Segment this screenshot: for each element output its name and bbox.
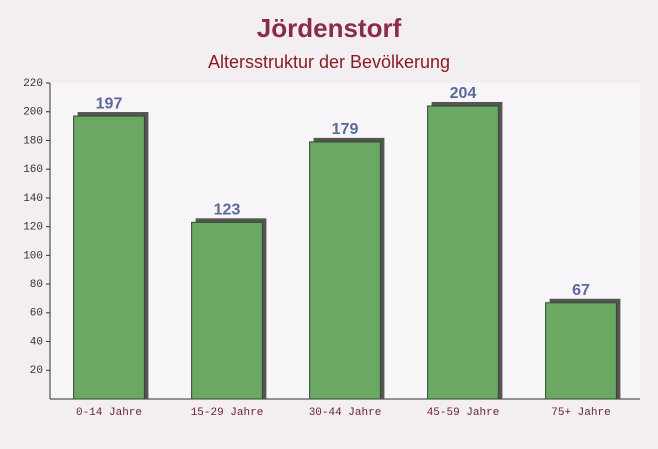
- y-tick-label: 200: [23, 107, 43, 119]
- value-label: 204: [450, 85, 477, 102]
- chart-title: Jördenstorf: [257, 13, 402, 43]
- value-label: 179: [332, 121, 359, 138]
- y-tick-label: 120: [23, 222, 43, 234]
- y-tick-label: 100: [23, 250, 43, 262]
- y-tick-label: 20: [30, 365, 43, 377]
- y-tick-label: 60: [30, 308, 43, 320]
- x-tick-label: 0-14 Jahre: [76, 407, 142, 419]
- y-tick-label: 80: [30, 279, 43, 291]
- value-label: 123: [214, 202, 241, 219]
- value-label: 197: [96, 95, 123, 112]
- bar: [545, 302, 617, 400]
- y-tick-label: 220: [23, 78, 43, 90]
- bar: [73, 115, 145, 400]
- y-tick-label: 160: [23, 164, 43, 176]
- bar: [309, 141, 381, 400]
- y-tick-label: 140: [23, 193, 43, 205]
- x-tick-label: 45-59 Jahre: [427, 407, 500, 419]
- chart-subtitle: Altersstruktur der Bevölkerung: [208, 52, 450, 72]
- bar: [427, 105, 499, 400]
- y-tick-label: 180: [23, 135, 43, 147]
- y-tick-label: 40: [30, 336, 43, 348]
- x-tick-label: 75+ Jahre: [551, 407, 610, 419]
- value-label: 67: [572, 282, 590, 299]
- x-tick-label: 15-29 Jahre: [191, 407, 264, 419]
- x-tick-label: 30-44 Jahre: [309, 407, 382, 419]
- bar: [191, 221, 263, 400]
